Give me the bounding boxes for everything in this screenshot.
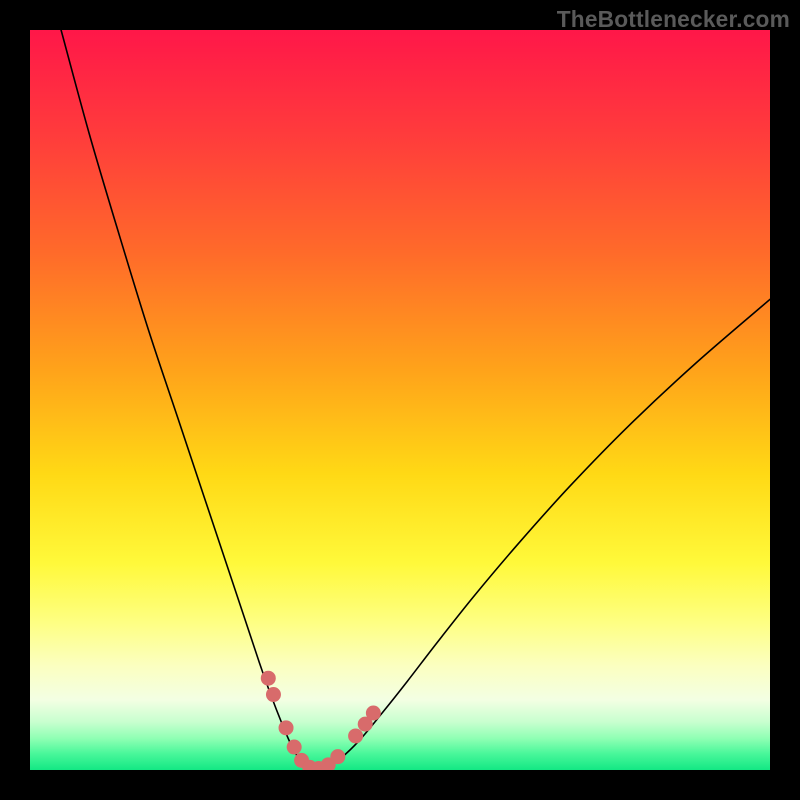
- plot-svg: [30, 30, 770, 770]
- stage: TheBottlenecker.com: [0, 0, 800, 800]
- watermark-text: TheBottlenecker.com: [557, 6, 790, 33]
- marker-dot: [261, 671, 276, 686]
- marker-dot: [279, 720, 294, 735]
- marker-dot: [366, 706, 381, 721]
- plot-background: [30, 30, 770, 770]
- marker-dot: [330, 749, 345, 764]
- marker-dot: [348, 728, 363, 743]
- marker-dot: [266, 687, 281, 702]
- plot-area: [30, 30, 770, 770]
- marker-dot: [287, 740, 302, 755]
